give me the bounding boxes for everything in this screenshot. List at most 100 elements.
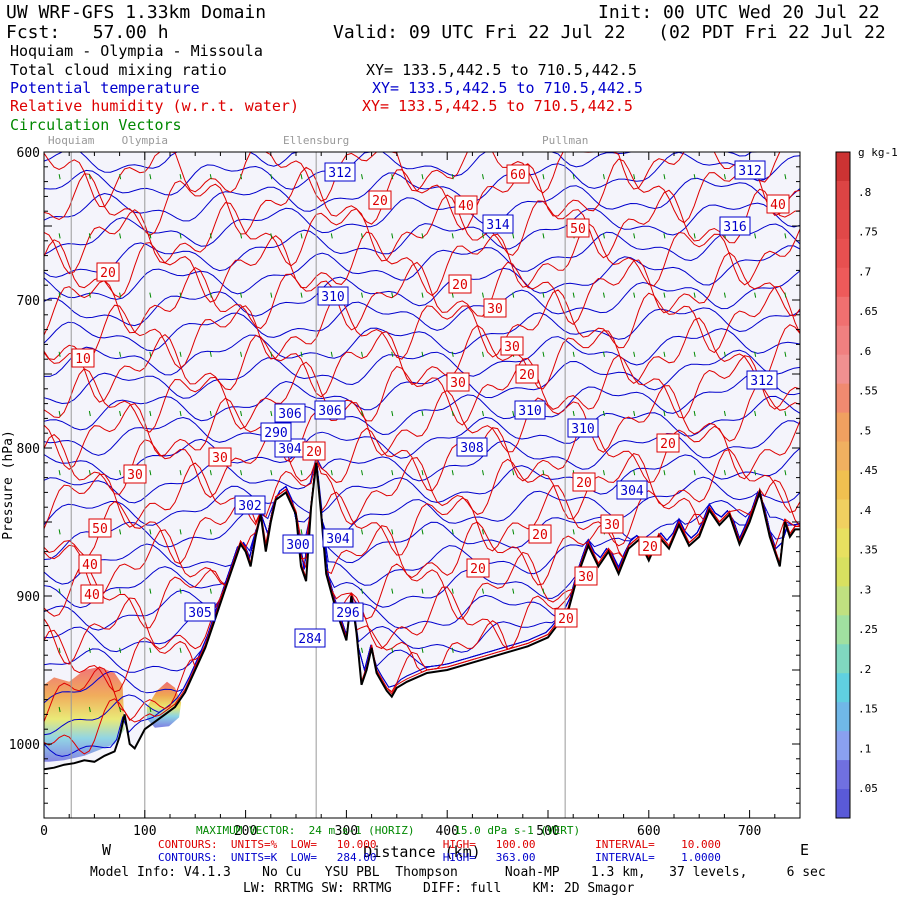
circulation-vector bbox=[542, 351, 545, 357]
theta-label: 300 bbox=[282, 534, 314, 554]
circulation-vector bbox=[723, 292, 726, 298]
theta-label: 310 bbox=[514, 400, 546, 420]
circulation-vector bbox=[784, 233, 787, 239]
circulation-vector bbox=[602, 470, 605, 476]
circulation-vector bbox=[361, 529, 364, 535]
circulation-vector bbox=[663, 292, 666, 298]
circulation-vector bbox=[58, 588, 61, 594]
circulation-vector bbox=[88, 233, 91, 239]
rh-contour bbox=[43, 158, 801, 237]
circulation-vector bbox=[572, 410, 575, 417]
colorbar-label: .25 bbox=[858, 623, 878, 636]
rh-label-box bbox=[302, 441, 326, 461]
circulation-vector bbox=[240, 351, 243, 357]
circulation-vector bbox=[58, 351, 61, 357]
circulation-vector bbox=[58, 470, 61, 476]
rh-label-text: 20 bbox=[306, 445, 322, 460]
colorbar-label: .6 bbox=[858, 345, 871, 358]
theta-label-text: 305 bbox=[188, 606, 211, 621]
circulation-vector bbox=[209, 233, 212, 239]
rh-label: 20 bbox=[528, 524, 552, 544]
rh-label-text: 20 bbox=[100, 266, 116, 281]
circulation-vector bbox=[391, 174, 394, 180]
circulation-vector bbox=[451, 233, 454, 239]
circulation-vector bbox=[602, 233, 605, 239]
colorbar-segment bbox=[836, 731, 850, 761]
circulation-vector bbox=[481, 529, 484, 535]
theta-contour bbox=[43, 372, 801, 456]
circulation-vector bbox=[481, 470, 484, 476]
theta-label-text: 306 bbox=[278, 407, 301, 422]
rh-label: 20 bbox=[368, 190, 392, 210]
rh-label: 20 bbox=[638, 536, 662, 556]
circulation-vector bbox=[421, 470, 424, 476]
x-tick-label: 700 bbox=[738, 824, 761, 839]
rh-label-box bbox=[466, 558, 490, 578]
circulation-vector bbox=[300, 470, 303, 476]
circulation-vector bbox=[179, 292, 182, 298]
legend-vectors: Circulation Vectors bbox=[10, 116, 182, 134]
theta-contour bbox=[43, 270, 801, 352]
theta-label: 296 bbox=[332, 602, 364, 622]
circulation-vector bbox=[88, 174, 91, 180]
theta-label-box bbox=[332, 602, 364, 622]
colorbar-label: .45 bbox=[858, 464, 878, 477]
colorbar-segment bbox=[836, 296, 850, 327]
circulation-vector bbox=[88, 470, 91, 476]
circulation-vector bbox=[542, 588, 545, 594]
legend-rh: Relative humidity (w.r.t. water) bbox=[10, 97, 299, 115]
colorbar-label: .15 bbox=[858, 703, 878, 716]
circulation-vector bbox=[633, 292, 636, 298]
rh-label-text: 20 bbox=[519, 368, 535, 383]
rh-label-box bbox=[528, 524, 552, 544]
circulation-vector bbox=[209, 529, 212, 535]
colorbar-label: .55 bbox=[858, 385, 878, 398]
circulation-vector bbox=[663, 410, 666, 417]
circulation-vector bbox=[361, 410, 364, 417]
theta-label-box bbox=[719, 216, 751, 236]
rh-contour bbox=[43, 222, 801, 303]
circulation-vector bbox=[784, 351, 787, 357]
rh-label: 20 bbox=[96, 262, 120, 282]
circulation-vector bbox=[754, 233, 757, 239]
header-init: Init: 00 UTC Wed 20 Jul 22 bbox=[598, 2, 880, 23]
circulation-vector bbox=[119, 529, 122, 535]
theta-label-box bbox=[274, 403, 306, 423]
circulation-vector bbox=[149, 470, 152, 476]
rh-label-text: 20 bbox=[532, 528, 548, 543]
theta-label-box bbox=[314, 400, 346, 420]
direction-west-label: W bbox=[102, 841, 112, 859]
theta-label: 308 bbox=[456, 437, 488, 457]
rh-label: 30 bbox=[483, 298, 507, 318]
circulation-vector bbox=[723, 351, 726, 357]
colorbar-segment bbox=[836, 238, 850, 269]
rh-contour bbox=[43, 354, 801, 433]
rh-label-box bbox=[78, 554, 102, 574]
rh-label: 20 bbox=[448, 274, 472, 294]
x-axis-label: Distance (km) bbox=[363, 843, 480, 861]
circulation-vector bbox=[119, 410, 122, 417]
circulation-vector bbox=[119, 470, 122, 476]
circulation-vector bbox=[784, 174, 787, 180]
circulation-vector bbox=[481, 410, 484, 417]
theta-label-box bbox=[746, 370, 778, 390]
circulation-vector bbox=[421, 292, 424, 298]
terrain-profile bbox=[43, 462, 800, 771]
colorbar-label: .7 bbox=[858, 265, 871, 278]
rh-label: 60 bbox=[506, 164, 530, 184]
circulation-vector bbox=[149, 529, 152, 535]
theta-label: 310 bbox=[317, 286, 349, 306]
circulation-vector bbox=[58, 647, 61, 653]
rh-label-text: 20 bbox=[452, 278, 468, 293]
circulation-vector bbox=[481, 174, 484, 180]
circulation-vector bbox=[209, 470, 212, 476]
circulation-vector bbox=[179, 351, 182, 357]
rh-label: 20 bbox=[302, 441, 326, 461]
theta-label-text: 310 bbox=[518, 404, 541, 419]
rh-contour bbox=[43, 285, 801, 369]
theta-label-box bbox=[317, 286, 349, 306]
rh-label-box bbox=[483, 298, 507, 318]
rh-label: 20 bbox=[554, 608, 578, 628]
rh-contour-info: CONTOURS: UNITS=% LOW= 10.000 HIGH= 100.… bbox=[158, 838, 721, 851]
